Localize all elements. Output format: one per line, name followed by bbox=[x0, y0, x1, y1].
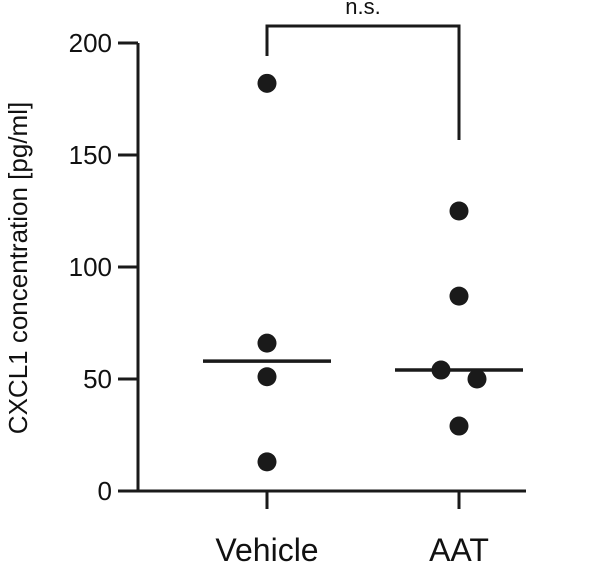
x-tick-label: Vehicle bbox=[215, 532, 318, 568]
x-tick-label: AAT bbox=[429, 532, 489, 568]
data-point bbox=[257, 73, 277, 93]
bracket-line bbox=[265, 24, 461, 140]
y-tick-label: 200 bbox=[69, 28, 112, 58]
y-tick-label: 100 bbox=[69, 252, 112, 282]
y-tick-label: 0 bbox=[98, 476, 112, 506]
y-axis-title: CXCL1 concentration [pg/ml] bbox=[3, 102, 33, 434]
data-point bbox=[257, 452, 277, 472]
y-axis: 0 50 100 150 200 bbox=[69, 28, 140, 506]
significance-bracket: n.s. bbox=[265, 0, 461, 140]
y-tick-label: 150 bbox=[69, 140, 112, 170]
data-point bbox=[467, 369, 487, 389]
mean-lines bbox=[203, 359, 523, 372]
x-axis: Vehicle AAT bbox=[136, 489, 526, 568]
significance-label: n.s. bbox=[345, 0, 380, 19]
data-point bbox=[449, 201, 469, 221]
data-point bbox=[449, 416, 469, 436]
data-points bbox=[257, 73, 487, 472]
data-point bbox=[449, 286, 469, 306]
y-tick-label: 50 bbox=[83, 364, 112, 394]
data-point bbox=[257, 333, 277, 353]
data-point bbox=[257, 367, 277, 387]
